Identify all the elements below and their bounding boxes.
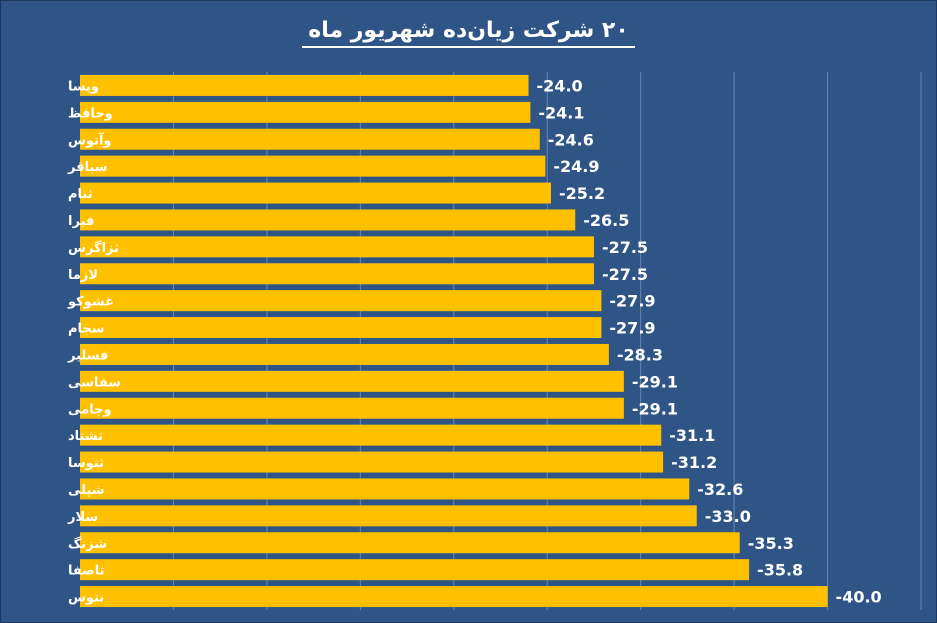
value-label: -24.9 <box>553 157 599 176</box>
value-label: -31.1 <box>669 426 715 445</box>
bar <box>80 343 609 365</box>
value-label: -28.3 <box>617 345 663 364</box>
value-label: -29.1 <box>632 399 678 418</box>
bar <box>80 370 624 392</box>
value-label: -27.9 <box>609 292 655 311</box>
value-label: -27.5 <box>602 265 648 284</box>
bar <box>80 236 594 258</box>
category-label: وحافظ <box>68 106 113 121</box>
category-label: وپسا <box>68 79 99 94</box>
value-label: -24.0 <box>537 76 583 95</box>
category-label: غشوکو <box>67 295 114 310</box>
category-label: سلار <box>67 510 98 525</box>
value-label: -27.9 <box>609 319 655 338</box>
bar <box>80 128 540 150</box>
bar <box>80 505 697 527</box>
category-label: شپلی <box>68 483 105 498</box>
chart-title-text: ۲۰ شرکت زیان‌ده شهریور ماه <box>302 18 635 48</box>
bar <box>80 424 662 446</box>
category-label: فسلیر <box>67 348 108 363</box>
category-label: شزنگ <box>68 536 107 552</box>
category-label: لازما <box>68 268 98 283</box>
bar <box>80 317 602 339</box>
value-label: -40.0 <box>836 588 882 607</box>
bar <box>80 182 551 204</box>
value-label: -24.1 <box>538 103 584 122</box>
bar <box>80 263 594 285</box>
bar <box>80 559 750 581</box>
category-label: فیرا <box>68 214 94 229</box>
value-label: -35.3 <box>748 534 794 553</box>
value-label: -26.5 <box>583 211 629 230</box>
category-label: ثزاگرس <box>68 240 119 256</box>
bar <box>80 532 740 554</box>
value-label: -24.6 <box>548 130 594 149</box>
chart-title: ۲۰ شرکت زیان‌ده شهریور ماه <box>0 18 937 48</box>
bar <box>80 101 531 123</box>
category-label: ثاصفا <box>68 564 105 579</box>
value-label: -31.2 <box>671 453 717 472</box>
bar <box>80 478 690 500</box>
value-label: -32.6 <box>697 480 743 499</box>
bar <box>80 155 546 177</box>
value-label: -35.8 <box>757 561 803 580</box>
bar <box>80 209 576 231</box>
value-label: -25.2 <box>559 184 605 203</box>
bar <box>80 290 602 312</box>
value-label: -29.1 <box>632 372 678 391</box>
bar <box>80 397 624 419</box>
category-label: وجامی <box>68 402 112 417</box>
category-label: سباقر <box>67 160 108 175</box>
category-label: تشتاد <box>68 429 103 444</box>
category-label: نتوس <box>68 591 104 606</box>
bar <box>80 451 664 473</box>
bar <box>80 74 529 96</box>
value-label: -27.5 <box>602 238 648 257</box>
value-label: -33.0 <box>705 507 751 526</box>
category-label: ثتوسا <box>68 456 104 471</box>
category-label: سفاسی <box>68 375 121 390</box>
category-label: سجام <box>68 322 105 337</box>
category-label: ثنام <box>68 187 93 202</box>
bar <box>80 586 828 608</box>
category-label: وآتوس <box>68 131 112 148</box>
